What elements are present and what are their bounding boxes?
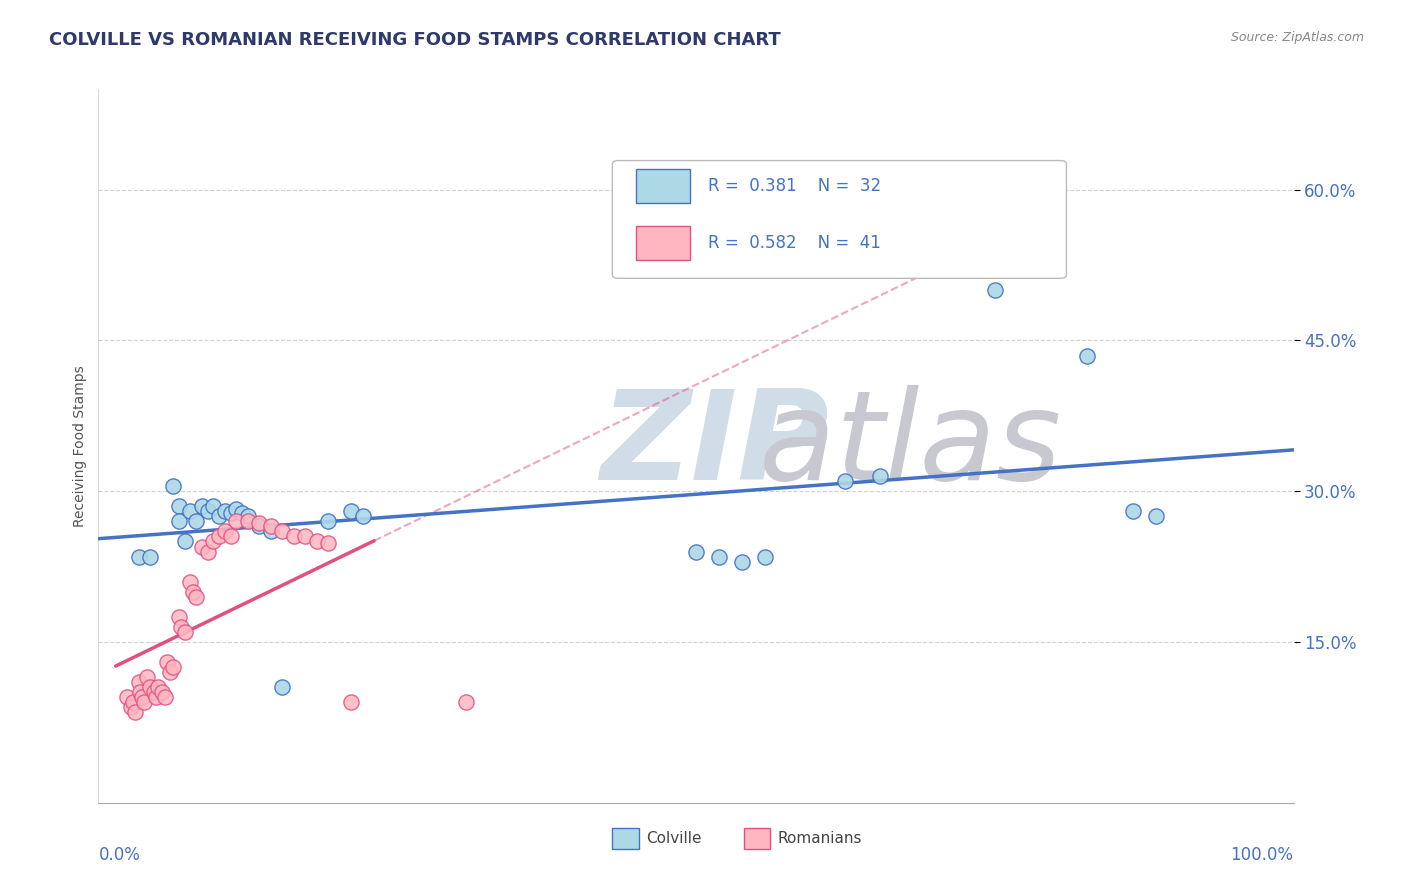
Point <box>124 706 146 720</box>
Point <box>236 515 259 529</box>
Point <box>134 695 156 709</box>
Point <box>316 515 339 529</box>
Point <box>208 509 231 524</box>
Point <box>225 502 247 516</box>
Point <box>731 555 754 569</box>
Point <box>156 655 179 669</box>
Point <box>685 544 707 558</box>
Point <box>162 479 184 493</box>
Point <box>139 680 162 694</box>
Point <box>131 690 153 705</box>
Point <box>247 519 270 533</box>
Point <box>159 665 181 680</box>
Point <box>340 695 363 709</box>
Point <box>191 500 214 514</box>
Point <box>247 516 270 531</box>
Point <box>167 515 190 529</box>
Point <box>179 504 201 518</box>
Point <box>173 534 195 549</box>
Point <box>128 549 150 564</box>
Point <box>1122 504 1144 518</box>
Point <box>142 685 165 699</box>
FancyBboxPatch shape <box>613 161 1067 278</box>
Point <box>202 534 225 549</box>
Point <box>173 624 195 639</box>
Point <box>456 695 478 709</box>
Point <box>869 469 891 483</box>
Point <box>754 549 776 564</box>
Point <box>202 500 225 514</box>
Point <box>128 675 150 690</box>
Point <box>122 695 145 709</box>
Point <box>1076 349 1098 363</box>
Bar <box>637 169 690 203</box>
Point <box>316 536 339 550</box>
Point <box>231 506 253 520</box>
Point <box>260 524 283 539</box>
Point <box>984 283 1007 297</box>
Point <box>208 529 231 543</box>
Point <box>340 504 363 518</box>
Point <box>181 584 204 599</box>
Point <box>236 509 259 524</box>
Point <box>214 524 236 539</box>
Point <box>148 680 170 694</box>
Y-axis label: Receiving Food Stamps: Receiving Food Stamps <box>73 365 87 527</box>
Text: 0.0%: 0.0% <box>98 846 141 863</box>
Point <box>153 690 176 705</box>
Point <box>283 529 305 543</box>
Text: R =  0.582    N =  41: R = 0.582 N = 41 <box>709 234 880 252</box>
Point <box>219 506 242 520</box>
Bar <box>744 828 770 849</box>
Point <box>197 544 219 558</box>
Point <box>139 549 162 564</box>
Text: R =  0.381    N =  32: R = 0.381 N = 32 <box>709 177 882 194</box>
Point <box>120 700 142 714</box>
Text: Source: ZipAtlas.com: Source: ZipAtlas.com <box>1230 31 1364 45</box>
Point <box>225 515 247 529</box>
Point <box>167 500 190 514</box>
Text: atlas: atlas <box>600 385 1062 507</box>
Point <box>707 549 730 564</box>
Point <box>305 534 328 549</box>
Point <box>191 540 214 554</box>
Point <box>150 685 173 699</box>
Point <box>294 529 316 543</box>
Point <box>352 509 374 524</box>
Point <box>834 474 856 488</box>
Text: Romanians: Romanians <box>778 831 862 846</box>
Text: 100.0%: 100.0% <box>1230 846 1294 863</box>
Point <box>197 504 219 518</box>
Point <box>260 519 283 533</box>
Point <box>167 610 190 624</box>
Point <box>162 660 184 674</box>
Point <box>1144 509 1167 524</box>
Point <box>271 680 294 694</box>
Bar <box>637 227 690 260</box>
Point <box>219 529 242 543</box>
Point <box>135 670 157 684</box>
Bar <box>613 828 638 849</box>
Point <box>170 620 193 634</box>
Point <box>214 504 236 518</box>
Text: COLVILLE VS ROMANIAN RECEIVING FOOD STAMPS CORRELATION CHART: COLVILLE VS ROMANIAN RECEIVING FOOD STAM… <box>49 31 780 49</box>
Point <box>115 690 138 705</box>
Point <box>179 574 201 589</box>
Text: ZIP: ZIP <box>600 385 830 507</box>
Text: Colville: Colville <box>645 831 702 846</box>
Point <box>145 690 167 705</box>
Point <box>184 590 207 604</box>
Point <box>271 524 294 539</box>
Point <box>128 685 150 699</box>
Point <box>184 515 207 529</box>
